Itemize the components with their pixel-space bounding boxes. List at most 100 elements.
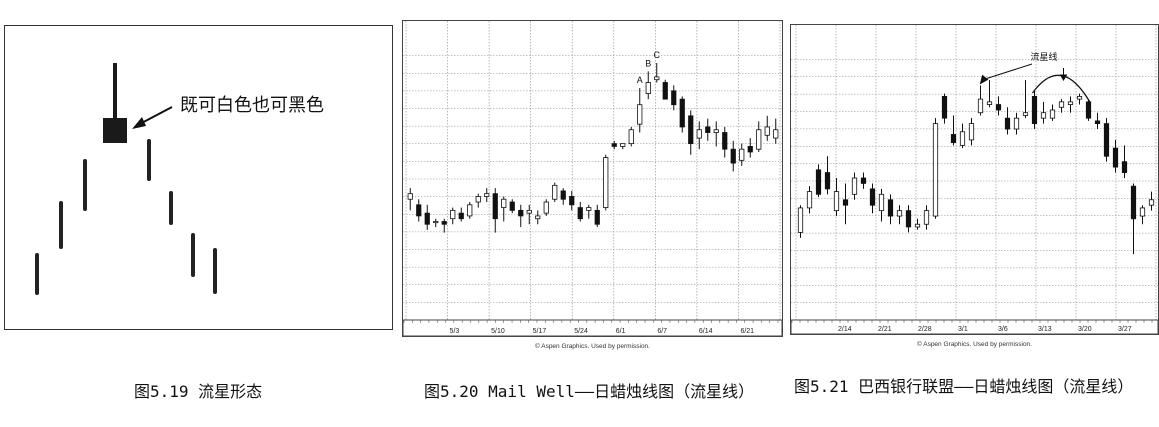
candle-7 (851, 172, 858, 200)
banco-chart-panel: 2/142/212/283/13/63/133/203/274/3© Aspen… (790, 24, 1159, 350)
candle-6 (842, 183, 849, 225)
x-tick-label: 3/6 (998, 326, 1008, 333)
candle-18 (950, 115, 957, 146)
candle-34 (688, 110, 694, 155)
candle-13 (905, 205, 912, 233)
candle-7 (458, 207, 464, 222)
candle-25 (1013, 112, 1020, 135)
candle-16 (932, 118, 939, 219)
candle-40 (1148, 191, 1155, 211)
candle-8 (467, 202, 473, 219)
candle-20 (968, 118, 975, 146)
candle-35 (1103, 118, 1110, 162)
chart-credit: © Aspen Graphics. Used by permission. (535, 342, 650, 350)
candle-1 (797, 205, 804, 238)
candle-37 (713, 121, 719, 147)
caption-fig-5-19: 图5.19 流星形态 (134, 382, 263, 401)
candle-17 (941, 93, 948, 124)
candle-28 (1040, 101, 1047, 124)
x-tick-label: 3/1 (958, 326, 968, 333)
x-tick-label: 5/24 (574, 328, 588, 335)
shooting-star-diagram-panel: 既可白色也可黑色 (4, 25, 393, 330)
candle-36 (1112, 139, 1119, 173)
x-tick-label: 3/20 (1078, 326, 1092, 333)
banco-candlestick-chart: 2/142/212/283/13/63/133/203/274/3© Aspen… (790, 24, 1159, 348)
candle-8 (860, 172, 867, 189)
candle-21 (577, 202, 583, 222)
candle-34 (1094, 112, 1101, 130)
candle-11 (492, 188, 498, 233)
candle-19 (560, 188, 566, 205)
candle-27 (1031, 90, 1038, 130)
candle-41 (747, 138, 753, 158)
candle-17 (543, 199, 549, 216)
candle-2 (416, 199, 422, 222)
chart-frame (402, 20, 783, 337)
candle-12 (896, 205, 903, 225)
mail-well-candlestick-chart: 5/3 5/10 5/17 5/24 6/1 6/7 6/14 6/21 6/28 © Aspen… (402, 20, 783, 350)
x-tick-label: 5/17 (533, 328, 547, 335)
diagram-annotation: 既可白色也可黑色 (180, 95, 324, 116)
candle-44 (773, 118, 779, 144)
candle-5 (833, 178, 840, 217)
x-tick-label: 3/27 (1118, 326, 1132, 333)
candle-5 (441, 218, 447, 233)
candle-9 (869, 183, 876, 214)
candle-21 (977, 85, 984, 116)
candle-22 (586, 204, 592, 219)
x-axis-band (790, 319, 1159, 335)
candle-26 (620, 143, 626, 150)
candle-39 (730, 140, 736, 172)
candle-38 (1130, 183, 1137, 255)
candle-32 (1076, 93, 1083, 105)
candle-29 (1049, 104, 1056, 121)
candle-6 (450, 207, 456, 225)
x-tick-label: 5/10 (491, 328, 505, 335)
candle-1 (407, 188, 413, 211)
x-tick-label: 6/14 (699, 328, 713, 335)
candle-23 (594, 204, 600, 228)
caption-fig-5-21: 图5.21 巴西银行联盟——日蜡烛线图（流星线） (794, 377, 1134, 396)
candle-30 (654, 63, 660, 83)
candle-23 (995, 96, 1002, 116)
candle-18 (552, 182, 558, 203)
x-tick-label: 2/28 (918, 326, 932, 333)
candle-31 (1067, 96, 1074, 113)
candle-3 (815, 164, 822, 198)
annotation-arc (1031, 74, 1092, 104)
candle-10 (484, 188, 490, 203)
peak-mark-B: B (645, 58, 651, 68)
candle-29 (645, 71, 651, 100)
x-tick-label: 2/21 (878, 326, 892, 333)
shooting-star-annotation: 流星线 (1030, 51, 1057, 62)
candle-13 (509, 199, 515, 214)
mail-well-chart-panel: 5/3 5/10 5/17 5/24 6/1 6/7 6/14 6/21 6/28 © Aspen… (402, 20, 783, 350)
chart-frame (790, 24, 1159, 335)
candle-4 (433, 218, 439, 228)
x-tick-label: 6/21 (740, 328, 754, 335)
candle-3 (424, 204, 430, 230)
candle-11 (887, 194, 894, 225)
candle-24 (1004, 107, 1011, 135)
candle-40 (739, 143, 745, 166)
candle-19 (959, 123, 966, 149)
x-tick-label: 2/14 (838, 326, 852, 333)
candle-33 (679, 96, 685, 133)
annotation-arrowhead (132, 117, 146, 129)
x-tick-label: 3/13 (1038, 326, 1052, 333)
candle-39 (1139, 205, 1146, 225)
candle-4 (824, 156, 831, 195)
candle-15 (923, 205, 930, 230)
peak-mark-A: A (637, 75, 643, 85)
candle-10 (878, 188, 885, 222)
candle-36 (705, 118, 711, 141)
candle-42 (756, 121, 762, 152)
candle-14 (914, 218, 921, 230)
candle-9 (475, 193, 481, 208)
candle-22 (986, 80, 993, 108)
x-tick-label: 5/3 (450, 328, 460, 335)
chart-grid (791, 25, 1158, 320)
candle-43 (764, 115, 770, 141)
x-tick-label: 6/1 (616, 328, 626, 335)
candle-33 (1085, 99, 1092, 121)
